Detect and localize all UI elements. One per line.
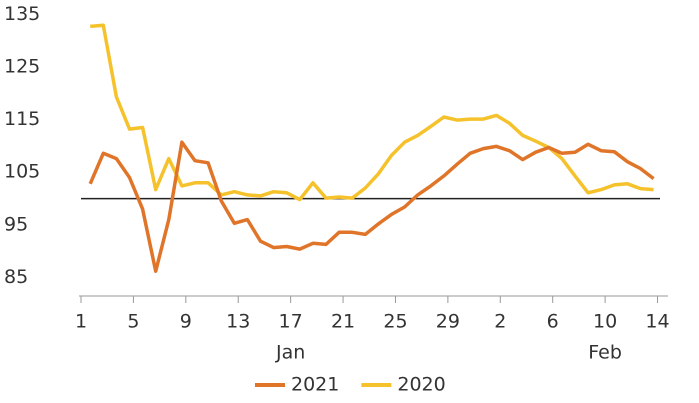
y-tick-label: 115 bbox=[4, 108, 40, 130]
x-tick-label: 1 bbox=[75, 311, 87, 333]
month-label: Feb bbox=[588, 342, 622, 364]
x-tick-label: 9 bbox=[180, 311, 192, 333]
x-tick-label: 29 bbox=[436, 311, 460, 333]
x-tick-label: 13 bbox=[226, 311, 250, 333]
x-tick-label: 5 bbox=[127, 311, 139, 333]
y-tick-label: 105 bbox=[4, 161, 40, 183]
x-tick-label: 10 bbox=[593, 311, 617, 333]
y-tick-label: 85 bbox=[4, 266, 28, 288]
series-line bbox=[88, 140, 655, 273]
y-tick-label: 95 bbox=[4, 213, 28, 235]
x-tick-label: 21 bbox=[331, 311, 355, 333]
x-tick-label: 2 bbox=[494, 311, 506, 333]
y-tick-label: 135 bbox=[4, 3, 40, 25]
legend-label: 2020 bbox=[397, 374, 445, 396]
month-label: Jan bbox=[275, 342, 305, 364]
legend-label: 2021 bbox=[291, 374, 339, 396]
series-line bbox=[90, 23, 654, 202]
x-tick-label: 17 bbox=[279, 311, 303, 333]
x-tick-label: 14 bbox=[645, 311, 669, 333]
x-tick-label: 25 bbox=[383, 311, 407, 333]
x-tick-label: 6 bbox=[547, 311, 559, 333]
y-tick-label: 125 bbox=[4, 55, 40, 77]
